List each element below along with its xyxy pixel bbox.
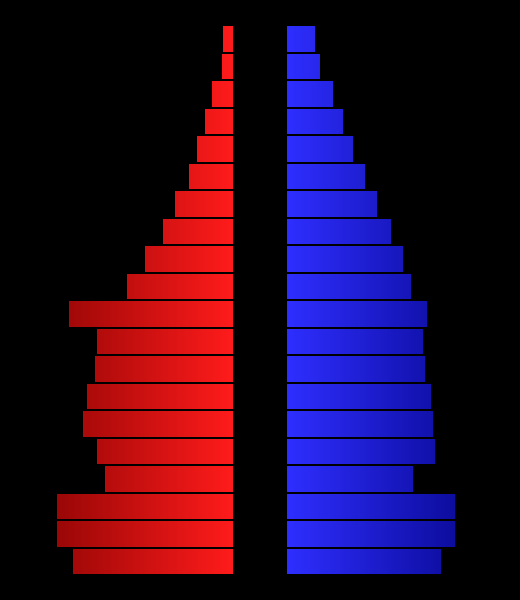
right-bar-6	[286, 190, 378, 218]
left-bar-9	[126, 273, 234, 301]
left-bar-3	[204, 108, 234, 136]
left-bar-14	[82, 410, 234, 438]
right-bar-16	[286, 465, 414, 493]
right-bar-10	[286, 300, 428, 328]
left-bar-10	[68, 300, 234, 328]
left-bar-18	[56, 520, 234, 548]
left-bar-1	[221, 53, 234, 81]
right-bar-4	[286, 135, 354, 163]
population-pyramid	[0, 0, 520, 600]
left-bar-6	[174, 190, 234, 218]
right-bar-12	[286, 355, 426, 383]
left-bar-7	[162, 218, 234, 246]
left-bar-2	[211, 80, 234, 108]
right-bar-13	[286, 383, 432, 411]
left-bar-5	[188, 163, 234, 191]
right-bar-5	[286, 163, 366, 191]
left-bar-8	[144, 245, 234, 273]
left-bar-0	[222, 25, 234, 53]
right-bar-19	[286, 548, 442, 576]
right-bar-9	[286, 273, 412, 301]
right-bar-8	[286, 245, 404, 273]
right-bar-2	[286, 80, 334, 108]
left-bar-15	[96, 438, 234, 466]
left-bar-4	[196, 135, 234, 163]
left-bar-17	[56, 493, 234, 521]
right-bar-18	[286, 520, 456, 548]
left-bar-19	[72, 548, 234, 576]
right-bar-7	[286, 218, 392, 246]
right-bar-15	[286, 438, 436, 466]
right-bar-1	[286, 53, 321, 81]
right-bar-14	[286, 410, 434, 438]
left-bar-13	[86, 383, 234, 411]
right-bar-3	[286, 108, 344, 136]
right-bar-17	[286, 493, 456, 521]
left-bar-11	[96, 328, 234, 356]
left-bar-12	[94, 355, 234, 383]
left-bar-16	[104, 465, 234, 493]
right-bar-11	[286, 328, 424, 356]
right-bar-0	[286, 25, 316, 53]
